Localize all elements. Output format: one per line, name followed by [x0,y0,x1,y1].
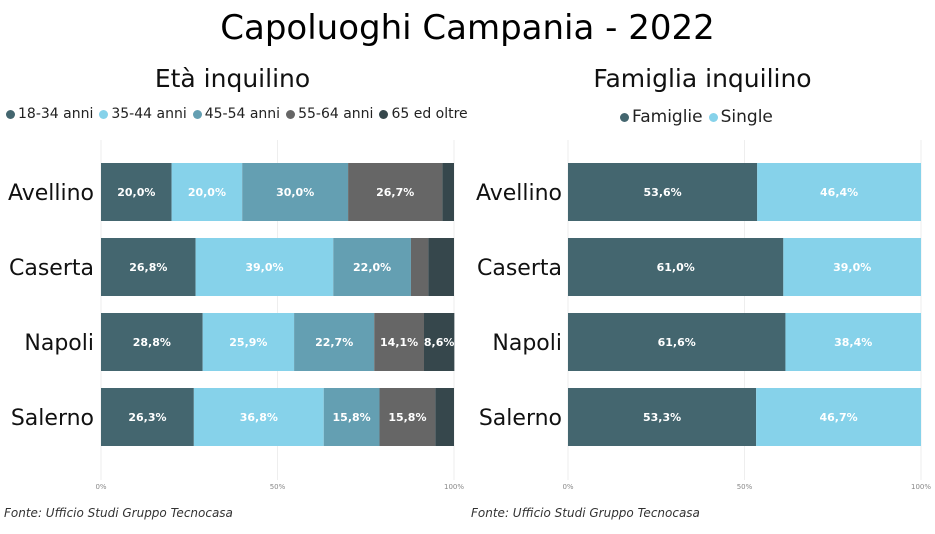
legend-marker [379,109,389,119]
bar-segment [568,388,757,446]
category-label: Napoli [492,331,562,356]
data-label: 22,0% [353,261,391,274]
bar-segment [785,313,921,371]
data-label: 36,8% [240,411,278,424]
legend-label: 35-44 anni [111,106,187,122]
x-tick-label: 0% [95,483,106,491]
bar-segment [333,238,411,296]
bar-segment [757,163,921,221]
data-label: 61,0% [657,261,695,274]
data-label: 22,7% [315,336,353,349]
bar-segment [442,163,454,221]
category-label: Avellino [476,181,562,206]
source-note-right: Fonte: Ufficio Studi Gruppo Tecnocasa [471,506,700,520]
bar-segment [101,388,194,446]
data-label: 53,6% [644,186,682,199]
data-label: 26,8% [129,261,167,274]
data-label: 28,8% [133,336,171,349]
bar-segment [756,388,921,446]
bar-segment [195,238,334,296]
data-label: 14,1% [380,336,418,349]
data-label: 15,8% [333,411,371,424]
bar-segment [348,163,443,221]
page-title: Capoluoghi Campania - 2022 [220,8,715,48]
x-tick-label: 100% [911,483,931,491]
legend-label: Single [720,107,773,127]
data-label: 38,4% [834,336,872,349]
category-label: Caserta [477,256,562,281]
bar-segment [410,238,429,296]
data-label: 20,0% [188,186,226,199]
bar-segment [428,238,454,296]
bar-segment [568,238,784,296]
bar-segment [423,313,455,371]
category-label: Napoli [24,331,94,356]
legend-label: 45-54 anni [204,106,281,122]
bar-segment [171,163,243,221]
data-label: 46,4% [820,186,858,199]
bar-segment [435,388,454,446]
bar-segment [193,388,324,446]
data-label: 26,3% [128,411,166,424]
legend-label: Famiglie [632,107,703,127]
category-label: Salerno [479,406,562,431]
legend-marker [99,109,109,119]
left-chart: 0% 50% 100% Avellino 20,0% 20,0% 30,0% 26,7% Cas… [8,140,464,491]
bar-segment [568,313,786,371]
bar-segment [101,238,196,296]
bar-segment [242,163,349,221]
x-tick-label: 50% [270,483,286,491]
bar-segment [323,388,380,446]
right-chart: 0% 50% 100% Avellino 53,6% 46,4% Caserta 61,0% 3… [476,140,931,491]
bar-segment [379,388,436,446]
bar-segment [568,163,758,221]
bar-segment [783,238,921,296]
legend-marker [192,109,202,119]
x-tick-label: 0% [562,483,573,491]
legend-label: 18-34 anni [18,106,94,122]
data-label: 46,7% [819,411,857,424]
legend-marker [286,109,296,119]
bar-segment [101,163,172,221]
bar-segment [202,313,295,371]
data-label: 39,0% [245,261,283,274]
bar-segment [294,313,375,371]
data-label: 26,7% [376,186,414,199]
x-tick-label: 50% [737,483,753,491]
category-label: Avellino [8,181,94,206]
data-label: 8,6% [424,336,455,349]
data-label: 30,0% [276,186,314,199]
legend-marker [708,112,718,122]
legend-marker [620,112,629,122]
bar-segment [101,313,203,371]
legend-label: 65 ed oltre [391,106,468,122]
data-label: 20,0% [117,186,155,199]
data-label: 25,9% [229,336,267,349]
bar-segment [374,313,424,371]
x-tick-label: 100% [444,483,464,491]
data-label: 53,3% [643,411,681,424]
right-chart-title: Famiglia inquilino [593,64,812,93]
data-label: 15,8% [388,411,426,424]
legend-marker [6,109,15,119]
legend-label: 55-64 anni [298,106,374,122]
category-label: Salerno [11,406,94,431]
left-legend: 18-34 anni 35-44 anni 45-54 anni 55-64 anni… [0,106,468,122]
right-legend: Famiglie Single [614,107,773,127]
category-label: Caserta [9,256,94,281]
left-chart-title: Età inquilino [154,64,311,93]
data-label: 61,6% [658,336,696,349]
data-label: 39,0% [833,261,871,274]
source-note-left: Fonte: Ufficio Studi Gruppo Tecnocasa [4,506,233,520]
